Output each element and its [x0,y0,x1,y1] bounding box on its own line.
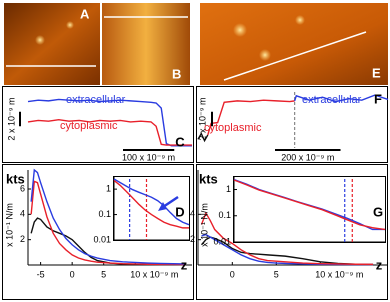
panel-frames [2,86,388,300]
blob [66,21,74,29]
frame [196,86,388,163]
panel-letter: D [175,204,184,219]
blob [233,23,247,37]
series-label: extracellular [302,94,362,106]
series-line [200,236,374,266]
y-tick-label: 2 [20,234,25,244]
x-title: z [376,257,383,272]
arrow-head [158,202,167,211]
series-label: cytoplasmic [60,120,118,132]
blob [35,35,45,45]
image-label: A [80,6,90,21]
y-label: x 10⁻¹ N/m [4,203,14,247]
series-line [200,211,374,266]
series-line [27,119,192,146]
x-tick-label: 5 [274,269,279,279]
y-tick-label: 2 [190,234,195,244]
series-line [30,168,186,265]
y-tick-label: 0.01 [213,236,231,246]
series-line [113,179,189,229]
y-title: kts [6,171,25,186]
image-label: E [372,65,381,80]
x-tick-label: 5 [101,269,106,279]
y-tick-label: 1 [226,184,231,194]
scale-bar-label: 2 x 10⁻⁹ m [197,97,207,140]
image-a [4,3,100,85]
x-tick-label: 10 x 10⁻⁹ m [315,269,363,279]
afm-images: A B E [4,3,388,85]
y-tick-label: 0.01 [93,234,111,244]
series-line [233,179,386,231]
scale-bar-label: 200 x 10⁻⁹ m [281,152,334,162]
y-tick-label: 4 [20,209,25,219]
y-tick-label: 6 [20,183,25,193]
scale-bar-label: 100 x 10⁻⁹ m [122,152,175,162]
series-line [113,178,190,226]
panel-letter: F [374,91,382,106]
inset-frame [233,176,386,243]
series-line [197,131,209,143]
series-label: cytoplasmic [204,122,262,134]
x-tick-label: -5 [37,269,45,279]
series-line [293,94,389,103]
frame [2,86,194,163]
y-tick-label: 0.1 [98,209,111,219]
scale-bar-label: 2 x 10⁻⁹ m [6,97,16,140]
arrow [158,195,179,211]
x-tick-label: 0 [230,269,235,279]
series-line [27,98,192,147]
blob [295,15,305,25]
frame [2,164,194,300]
y-label: x 10⁻¹ N/m [199,203,209,247]
series-line [30,180,186,266]
series-label: extracellular [66,94,126,106]
scan-line [223,31,367,81]
panel-letter: C [175,134,185,149]
panel-letter: G [373,204,383,219]
series-line [207,99,295,136]
series-line [233,178,385,231]
blob [259,49,271,61]
image-label: B [172,66,181,81]
y-title: kts [199,171,218,186]
image-e [200,3,388,85]
frame [196,164,388,300]
x-title: z [181,257,188,272]
x-tick-label: 10 x 10⁻⁹ m [130,269,178,279]
y-tick-label: 1 [106,184,111,194]
x-tick-label: 0 [70,269,75,279]
arrow-shaft [162,195,179,209]
y-tick-label: 4 [190,209,195,219]
y-tick-label: 0.1 [218,210,231,220]
